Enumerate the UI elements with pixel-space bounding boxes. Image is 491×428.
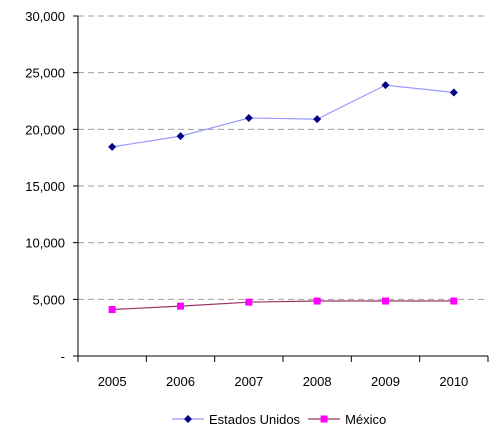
data-point (108, 142, 117, 151)
legend-label: Estados Unidos (209, 412, 301, 427)
x-tick-label: 2008 (303, 374, 332, 389)
y-tick-label: 15,000 (25, 179, 65, 194)
data-point (449, 88, 458, 97)
legend-item-estados-unidos: Estados Unidos (172, 412, 301, 427)
y-tick-label: 20,000 (25, 122, 65, 137)
legend-marker (320, 415, 328, 423)
legend-item-mexico: México (308, 412, 386, 427)
grid-lines (78, 15, 488, 300)
y-tick-label: 25,000 (25, 66, 65, 81)
legend-label: México (345, 412, 386, 427)
data-point (382, 297, 389, 305)
data-point (450, 297, 458, 305)
data-point (244, 114, 253, 122)
series-line (112, 300, 454, 311)
data-point (245, 298, 253, 306)
data-point (177, 302, 184, 310)
legend: Estados Unidos México (172, 412, 386, 427)
series-estados-unidos (108, 81, 458, 151)
data-point (108, 306, 116, 314)
x-tick-label: 2007 (234, 374, 263, 389)
x-axis-ticks: 2005 2006 2007 2008 2009 2010 (77, 356, 489, 389)
data-point (176, 132, 185, 141)
x-tick-label: 2009 (371, 374, 400, 389)
y-axis-ticks: - 5,000 10,000 15,000 20,000 25,000 30,000 (25, 9, 78, 364)
legend-marker (184, 415, 192, 423)
y-tick-label: 5,000 (32, 292, 65, 307)
x-tick-label: 2005 (98, 374, 127, 389)
series-group (108, 81, 458, 314)
y-tick-label: - (61, 349, 65, 364)
data-point (313, 297, 321, 305)
series-line (112, 84, 454, 148)
data-point (381, 81, 390, 90)
data-point (313, 115, 322, 124)
y-tick-label: 30,000 (25, 9, 65, 24)
x-tick-label: 2010 (439, 374, 468, 389)
x-tick-label: 2006 (166, 374, 195, 389)
series-mexico (108, 297, 458, 314)
y-tick-label: 10,000 (25, 236, 65, 251)
